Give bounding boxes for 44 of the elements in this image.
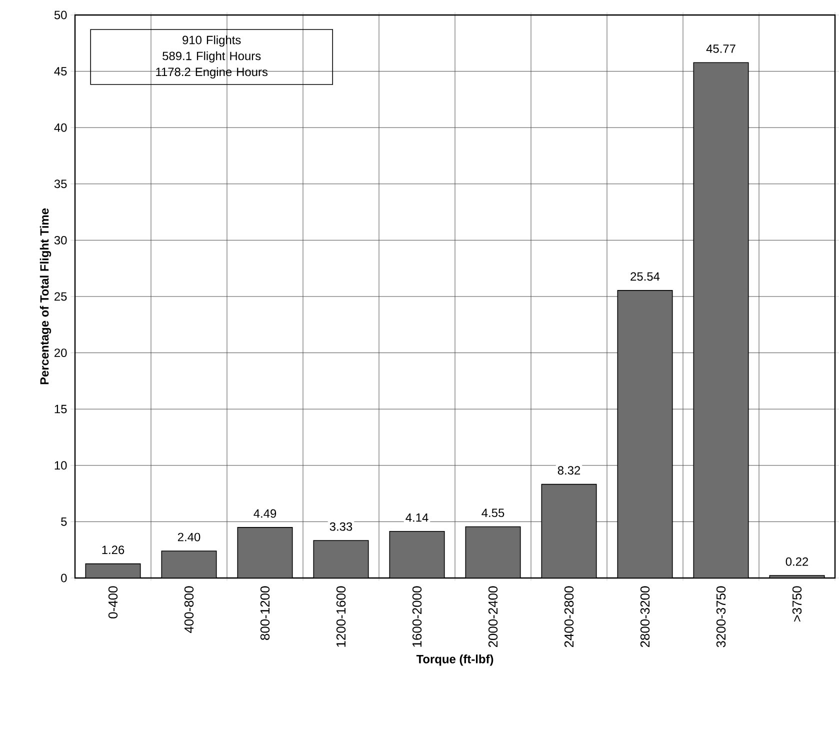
bar (390, 531, 444, 578)
x-tick-label: 2000-2400 (488, 586, 498, 648)
y-tick-label: 25 (54, 292, 67, 301)
x-tick-label: 1200-1600 (336, 586, 346, 647)
x-tick-label: >3750 (792, 586, 802, 622)
bar (238, 527, 292, 578)
x-tick-label: 2400-2800 (564, 586, 574, 648)
x-axis-title: Torque (ft-lbf) (416, 654, 494, 666)
x-tick-label: 3200-3750 (716, 586, 726, 648)
data-label: 0.22 (786, 557, 808, 566)
y-axis-title: Percentage of Total Flight Time (40, 208, 52, 384)
bar (542, 484, 596, 578)
y-tick-label: 20 (54, 348, 67, 358)
y-tick-label: 40 (54, 123, 67, 132)
y-tick-label: 35 (54, 180, 67, 188)
y-tick-label: 5 (61, 518, 67, 526)
data-label: 3.33 (330, 522, 352, 531)
y-tick-label: 10 (54, 461, 67, 470)
data-label: 8.32 (558, 466, 580, 475)
x-tick-label: 800-1200 (260, 586, 270, 640)
x-tick-label: 1600-2000 (412, 586, 422, 647)
x-tick-label: 0-400 (108, 586, 118, 618)
bar (314, 540, 368, 578)
annotation: 589.1 Flight Hours (162, 51, 261, 63)
data-label: 1.26 (102, 546, 124, 554)
data-label: 2.40 (178, 532, 200, 542)
x-tick-label: 2800-3200 (640, 586, 650, 648)
y-tick-label: 0 (61, 574, 67, 582)
data-label: 45.77 (706, 44, 736, 53)
y-tick-label: 15 (54, 404, 67, 414)
data-label: 4.55 (482, 508, 504, 518)
annotation: 910 Flights (182, 35, 241, 47)
x-tick-label: 400-800 (184, 586, 194, 634)
y-tick-label: 50 (54, 10, 67, 20)
y-tick-label: 45 (54, 67, 67, 76)
data-label: 4.49 (254, 509, 276, 518)
bar (86, 564, 140, 578)
bar (162, 550, 216, 578)
data-label: 4.14 (406, 513, 428, 522)
y-tick-label: 30 (54, 236, 67, 244)
bar (618, 290, 672, 578)
bar (466, 526, 520, 578)
bar (694, 62, 748, 578)
data-label: 25.54 (630, 272, 660, 281)
